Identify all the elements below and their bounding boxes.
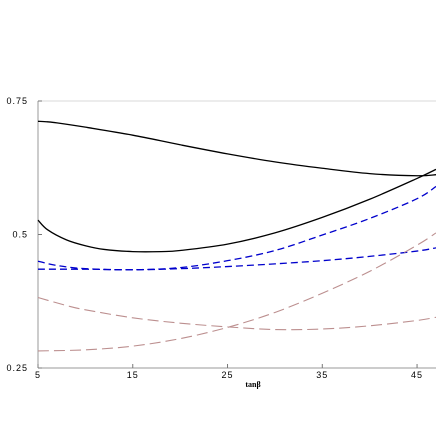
x-tick-label: 15 <box>127 370 139 380</box>
x-tick-label: 5 <box>35 370 41 380</box>
series-line-1 <box>37 120 436 177</box>
x-tick-label: 45 <box>411 370 423 380</box>
chart-tick-layer: 5 15 25 35 45 0.25 0.5 0.75 <box>6 96 423 380</box>
series-line-5 <box>37 296 436 331</box>
y-tick-label: 0.5 <box>12 230 28 240</box>
x-tick-label: 25 <box>222 370 234 380</box>
series-line-3 <box>37 185 436 271</box>
y-tick-label: 0.25 <box>6 363 28 373</box>
x-tick-label: 35 <box>316 370 328 380</box>
series-line-2 <box>37 168 436 253</box>
chart-series-layer <box>37 120 436 352</box>
series-line-6 <box>37 232 436 352</box>
series-line-4 <box>37 247 436 271</box>
y-tick-label: 0.75 <box>6 96 28 106</box>
x-axis-label: tanβ <box>245 380 260 389</box>
